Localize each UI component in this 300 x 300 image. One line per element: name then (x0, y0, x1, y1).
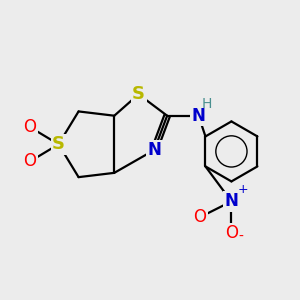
Text: O: O (23, 152, 37, 170)
Text: S: S (52, 135, 65, 153)
Text: -: - (238, 230, 243, 244)
Text: N: N (192, 107, 206, 125)
Text: N: N (224, 192, 239, 210)
Text: O: O (23, 118, 37, 136)
Text: O: O (225, 224, 238, 242)
Text: N: N (147, 141, 161, 159)
Text: H: H (201, 97, 212, 111)
Text: O: O (194, 208, 206, 226)
Text: +: + (238, 183, 248, 196)
Text: S: S (132, 85, 145, 103)
